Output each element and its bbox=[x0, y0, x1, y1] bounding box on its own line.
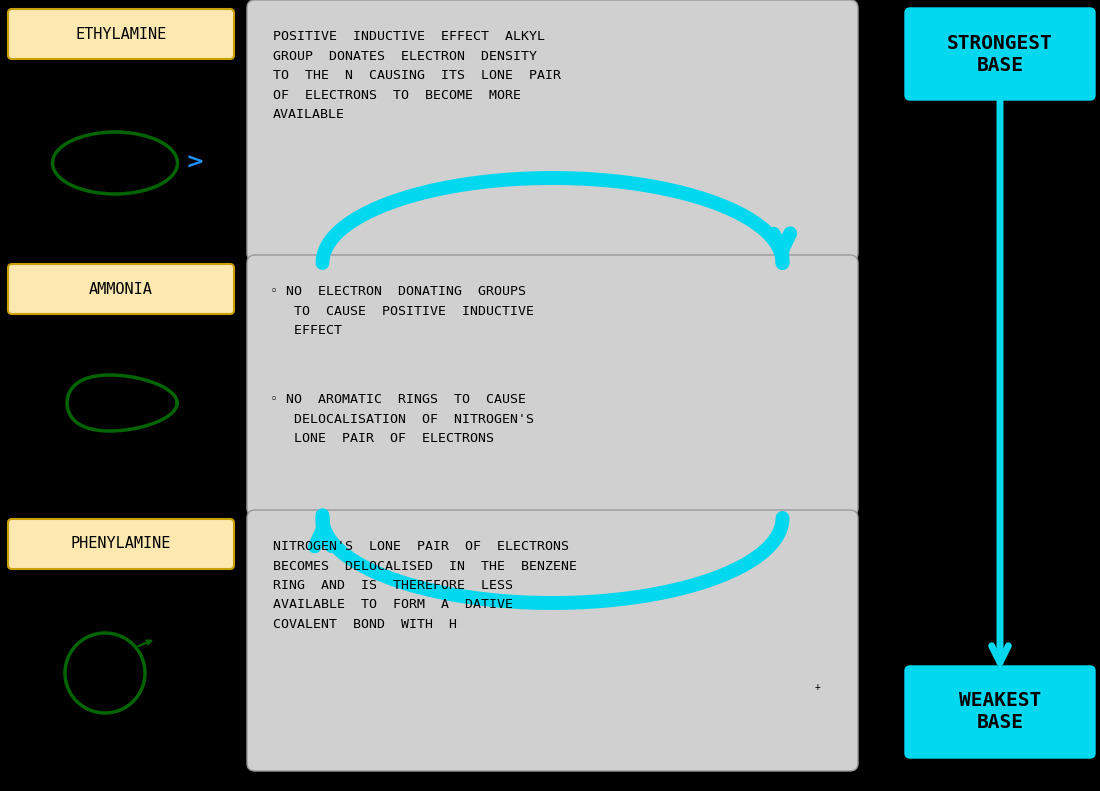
Text: WEAKEST
BASE: WEAKEST BASE bbox=[959, 691, 1041, 732]
FancyBboxPatch shape bbox=[905, 8, 1094, 100]
Text: +: + bbox=[815, 682, 821, 692]
FancyBboxPatch shape bbox=[248, 0, 858, 261]
FancyBboxPatch shape bbox=[905, 666, 1094, 758]
Text: STRONGEST
BASE: STRONGEST BASE bbox=[947, 33, 1053, 74]
Text: ETHYLAMINE: ETHYLAMINE bbox=[76, 27, 166, 41]
FancyBboxPatch shape bbox=[248, 255, 858, 516]
Text: >: > bbox=[186, 153, 205, 173]
FancyBboxPatch shape bbox=[248, 510, 858, 771]
Text: POSITIVE  INDUCTIVE  EFFECT  ALKYL
GROUP  DONATES  ELECTRON  DENSITY
TO  THE  N : POSITIVE INDUCTIVE EFFECT ALKYL GROUP DO… bbox=[273, 30, 561, 121]
Text: AMMONIA: AMMONIA bbox=[89, 282, 153, 297]
FancyBboxPatch shape bbox=[8, 9, 234, 59]
Text: ◦ NO  ELECTRON  DONATING  GROUPS
   TO  CAUSE  POSITIVE  INDUCTIVE
   EFFECT: ◦ NO ELECTRON DONATING GROUPS TO CAUSE P… bbox=[270, 285, 534, 337]
Text: ◦ NO  AROMATIC  RINGS  TO  CAUSE
   DELOCALISATION  OF  NITROGEN'S
   LONE  PAIR: ◦ NO AROMATIC RINGS TO CAUSE DELOCALISAT… bbox=[270, 393, 534, 445]
FancyBboxPatch shape bbox=[8, 519, 234, 569]
Text: NITROGEN'S  LONE  PAIR  OF  ELECTRONS
BECOMES  DELOCALISED  IN  THE  BENZENE
RIN: NITROGEN'S LONE PAIR OF ELECTRONS BECOME… bbox=[273, 540, 578, 631]
Text: PHENYLAMINE: PHENYLAMINE bbox=[70, 536, 172, 551]
FancyBboxPatch shape bbox=[8, 264, 234, 314]
